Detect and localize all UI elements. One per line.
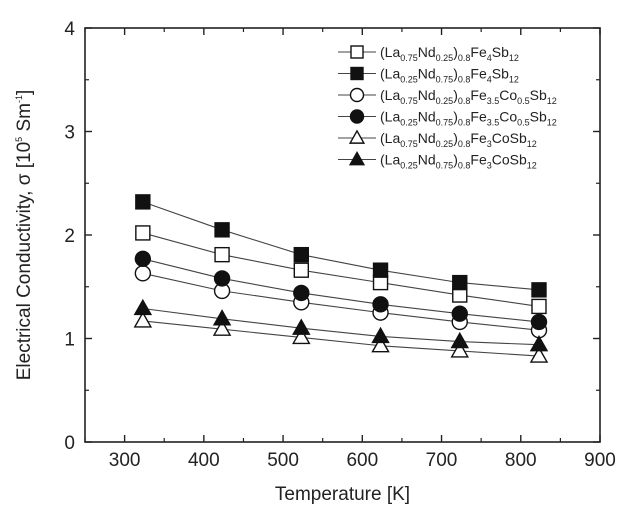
data-point: [450, 341, 470, 358]
data-point: [214, 246, 230, 263]
series-5: [133, 311, 549, 363]
legend-marker: [348, 129, 366, 144]
data-point: [531, 298, 547, 315]
data-point: [292, 327, 311, 345]
y-tick-label: 3: [64, 123, 75, 144]
x-tick-label: 900: [584, 450, 616, 471]
legend-label: (La0.25Nd0.75)0.8Fe3.5Co0.5Sb12: [380, 109, 557, 128]
data-point: [212, 319, 232, 336]
y-axis-title-unit-open: [10: [14, 142, 35, 174]
series-2: [135, 194, 547, 298]
series-1: [135, 225, 547, 315]
legend: (La0.75Nd0.25)0.8Fe4Sb12 (La0.25Nd0.75)0.…: [338, 44, 557, 171]
x-tick-label: 400: [188, 450, 220, 471]
series-line: [142, 258, 540, 323]
y-axis-title-unit-close: ]: [14, 90, 35, 95]
y-tick-label: 0: [64, 433, 75, 454]
data-point: [213, 270, 231, 287]
y-axis-title-symbol: σ: [14, 173, 35, 185]
data-point: [530, 313, 548, 331]
series-line: [142, 201, 540, 291]
data-point: [135, 194, 151, 210]
data-point: [293, 284, 310, 302]
data-point: [372, 262, 389, 278]
data-point: [133, 311, 153, 328]
legend-marker: [350, 45, 364, 59]
plot-frame: [84, 27, 601, 443]
legend-entry-6: (La0.25Nd0.75)0.8Fe3CoSb12: [338, 151, 537, 171]
data-point: [214, 222, 230, 238]
y-axis-title: Electrical Conductivity, σ [105 Sm-1]: [14, 90, 35, 381]
y-axis-title-unit-exp: 5: [14, 137, 24, 142]
legend-marker: [349, 87, 365, 103]
y-axis: 0 1 2 3 4: [64, 19, 600, 454]
x-axis-title: Temperature [K]: [275, 484, 410, 505]
legend-label: (La0.25Nd0.75)0.8Fe3CoSb12: [380, 152, 537, 171]
legend-label: (La0.75Nd0.25)0.8Fe3.5Co0.5Sb12: [380, 87, 557, 106]
x-tick-label: 300: [109, 450, 141, 471]
data-point: [134, 265, 152, 282]
data-point: [371, 326, 390, 344]
y-tick-label: 4: [64, 19, 75, 40]
legend-marker: [350, 66, 364, 81]
data-point: [293, 262, 309, 278]
y-tick-label: 2: [64, 226, 75, 247]
series-line: [142, 272, 540, 331]
legend-entry-2: (La0.25Nd0.75)0.8Fe4Sb12: [338, 66, 519, 85]
data-point: [134, 250, 152, 268]
x-axis: 300 400 500 600 700 800 900: [84, 28, 616, 471]
data-point: [450, 331, 470, 349]
plot-border: [84, 27, 601, 443]
series-6: [133, 298, 549, 352]
legend-marker: [349, 109, 365, 124]
data-point: [371, 336, 390, 353]
data-point: [372, 296, 389, 313]
data-point: [212, 309, 232, 326]
data-point: [531, 282, 547, 298]
x-tick-label: 700: [426, 450, 458, 471]
x-tick-label: 600: [346, 450, 378, 471]
data-point: [292, 318, 311, 335]
legend-label: (La0.75Nd0.25)0.8Fe3CoSb12: [380, 130, 537, 149]
y-axis-title-unit-mid: Sm: [14, 103, 35, 137]
data-point: [451, 305, 468, 322]
legend-entry-4: (La0.25Nd0.75)0.8Fe3.5Co0.5Sb12: [338, 109, 557, 128]
y-axis-title-main: Electrical Conductivity,: [14, 185, 35, 380]
series-4: [134, 250, 548, 331]
x-tick-label: 500: [267, 450, 299, 471]
legend-entry-5: (La0.75Nd0.25)0.8Fe3CoSb12: [338, 129, 537, 149]
series-line: [142, 320, 540, 357]
legend-label: (La0.75Nd0.25)0.8Fe4Sb12: [380, 44, 519, 63]
y-tick-label: 1: [64, 330, 75, 351]
legend-entry-3: (La0.75Nd0.25)0.8Fe3.5Co0.5Sb12: [338, 87, 557, 106]
y-axis-title-unit-exp2: -1: [14, 95, 24, 103]
data-point: [135, 225, 151, 241]
series-line: [142, 232, 540, 307]
series-layer: [133, 194, 549, 363]
series-line: [142, 307, 540, 346]
data-point: [529, 335, 549, 352]
data-point: [133, 298, 153, 316]
legend-label: (La0.25Nd0.75)0.8Fe4Sb12: [380, 66, 519, 85]
data-point: [452, 274, 468, 291]
legend-marker: [348, 151, 366, 166]
x-tick-label: 800: [505, 450, 537, 471]
data-point: [529, 346, 549, 363]
data-point: [293, 246, 309, 263]
legend-entry-1: (La0.75Nd0.25)0.8Fe4Sb12: [338, 44, 519, 63]
